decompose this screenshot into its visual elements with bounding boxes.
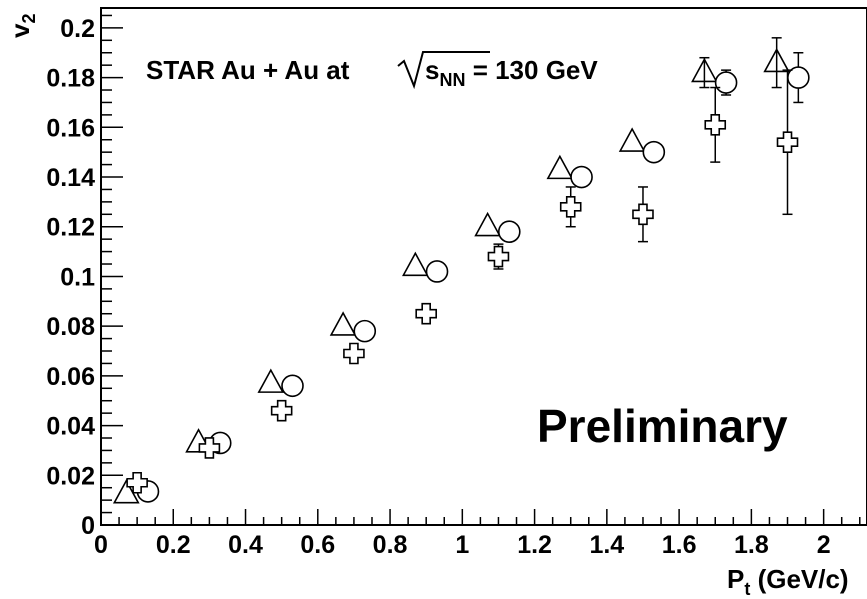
triangle-marker: [691, 57, 718, 83]
x-tick-label: 1.2: [517, 531, 552, 559]
x-tick-label: 1: [455, 531, 469, 559]
x-tick-label: 0.4: [228, 531, 263, 559]
cross-marker: [415, 302, 437, 325]
y-axis-title-main: v: [5, 23, 35, 38]
cross-marker: [559, 196, 582, 218]
dataset-annotation: STAR Au + Au at: [146, 55, 350, 85]
triangle-marker: [185, 428, 212, 453]
annotation-nn: NN: [439, 70, 465, 90]
cross-marker: [487, 245, 510, 268]
annotation-s: s: [425, 55, 439, 85]
circle-marker: [714, 71, 738, 94]
cross-marker: [198, 437, 221, 459]
triangle-marker: [257, 368, 285, 393]
y-axis-title-sub: 2: [19, 14, 39, 24]
cross-marker: [126, 471, 148, 494]
circle-marker: [642, 140, 666, 164]
x-tick-label: 2: [817, 531, 831, 559]
circle-marker: [353, 319, 377, 343]
y-tick-label: 0.1: [60, 263, 95, 291]
x-axis-title-sub: t: [744, 579, 750, 599]
x-tick-label: 1.8: [734, 531, 769, 559]
annotation-energy: sNN = 130 GeV: [425, 55, 598, 90]
y-tick-label: 0.16: [46, 114, 95, 142]
x-tick-label: 1.6: [662, 531, 697, 559]
triangle-marker: [329, 311, 357, 336]
y-tick-label: 0.08: [46, 313, 95, 341]
y-tick-label: 0: [81, 512, 95, 540]
circle-marker: [425, 260, 449, 283]
preliminary-label: Preliminary: [537, 400, 788, 452]
plot-frame: [100, 7, 867, 526]
cross-marker: [776, 131, 799, 154]
cross-marker: [632, 203, 654, 226]
y-tick-label: 0.18: [46, 65, 95, 93]
y-axis-title: v2: [5, 14, 39, 38]
x-axis-title: Pt (GeV/c): [727, 564, 849, 599]
sqrt-symbol: [397, 51, 490, 90]
x-tick-label: 1.4: [589, 531, 624, 559]
y-tick-label: 0.06: [46, 363, 95, 391]
cross-marker: [704, 114, 727, 136]
y-tick-label: 0.12: [46, 214, 95, 242]
circle-marker: [497, 220, 521, 244]
triangle-marker: [402, 251, 429, 277]
annotation-main: STAR Au + Au at: [146, 55, 350, 85]
triangle-marker: [618, 127, 646, 152]
x-tick-label: 0.2: [156, 531, 191, 559]
triangle-marker: [763, 47, 791, 73]
cross-marker: [270, 399, 293, 422]
axis-ticks: [100, 14, 861, 526]
triangle-marker: [112, 479, 140, 504]
y-tick-label: 0.02: [46, 462, 95, 490]
y-tick-label: 0.2: [60, 15, 95, 43]
triangle-marker: [546, 154, 574, 180]
y-tick-label: 0.04: [46, 413, 95, 441]
triangle-marker: [474, 211, 501, 237]
annotation-rest: = 130 GeV: [465, 55, 598, 85]
x-tick-label: 0.6: [300, 531, 335, 559]
circle-marker: [281, 374, 304, 398]
x-axis-title-rest: (GeV/c): [750, 564, 848, 594]
data-points: [112, 37, 810, 504]
circle-marker: [570, 165, 593, 189]
cross-marker: [343, 342, 365, 365]
y-tick-label: 0.14: [46, 164, 95, 192]
x-tick-label: 0.8: [373, 531, 408, 559]
x-axis-title-main: P: [727, 564, 744, 594]
axis-tick-labels: 0 0.2 0.4 0.6 0.8 1 1.2 1.4 1.6 1.8 2 0 0.02 0.04 0.06…: [46, 15, 830, 559]
x-tick-label: 0: [94, 531, 108, 559]
